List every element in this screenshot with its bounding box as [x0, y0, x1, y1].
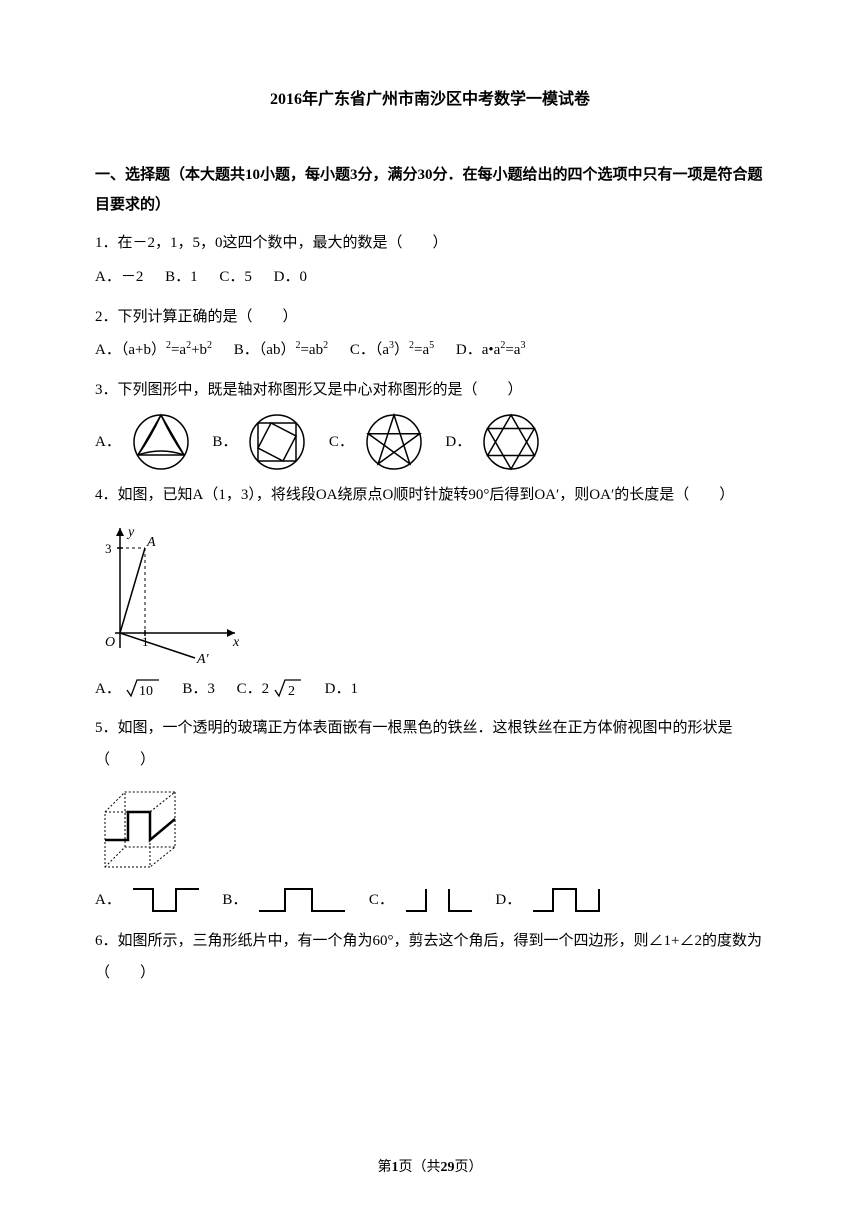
- q4-opt-d: D．1: [325, 674, 358, 706]
- q3-opt-a: A．: [95, 412, 191, 472]
- q2-opt-c: C．（a3）2=a5: [350, 335, 434, 367]
- q5-figure: [95, 782, 765, 877]
- question-5: 5．如图，一个透明的玻璃正方体表面嵌有一根黑色的铁丝．这根铁丝在正方体俯视图中的…: [95, 713, 765, 918]
- svg-text:A: A: [146, 535, 156, 550]
- svg-text:2: 2: [288, 684, 295, 699]
- svg-text:3: 3: [105, 541, 112, 556]
- circle-star-icon: [364, 412, 424, 472]
- circle-hexagram-icon: [481, 412, 541, 472]
- question-2: 2．下列计算正确的是（ ） A．（a+b）2=a2+b2 B．（ab）2=ab2…: [95, 302, 765, 367]
- wire-shape-a-icon: [131, 883, 201, 918]
- q2-opt-d: D．a•a2=a3: [456, 335, 526, 367]
- q3-opt-c: C．: [329, 412, 424, 472]
- q1-opt-a: A．－2: [95, 262, 143, 294]
- q4-figure: y x O 3 1 A A′: [95, 518, 765, 668]
- circle-triangle-icon: [131, 412, 191, 472]
- q5-options: A． B． C． D．: [95, 883, 765, 918]
- q5-opt-b: B．: [222, 883, 347, 918]
- svg-text:y: y: [126, 525, 135, 540]
- wire-shape-d-icon: [531, 883, 601, 918]
- q2-opt-b: B．（ab）2=ab2: [234, 335, 328, 367]
- svg-text:10: 10: [139, 684, 153, 699]
- circle-square-spiral-icon: [247, 412, 307, 472]
- q5-opt-a: A．: [95, 883, 201, 918]
- cube-wire-icon: [95, 782, 190, 877]
- question-4: 4．如图，已知A（1，3），将线段OA绕原点O顺时针旋转90°后得到OA′，则O…: [95, 480, 765, 705]
- q1-opt-d: D．0: [274, 262, 307, 294]
- q1-opt-c: C．5: [219, 262, 252, 294]
- q4-text: 4．如图，已知A（1，3），将线段OA绕原点O顺时针旋转90°后得到OA′，则O…: [95, 480, 765, 512]
- svg-text:O: O: [105, 635, 115, 650]
- svg-text:1: 1: [142, 634, 149, 649]
- q5-opt-c: C．: [369, 883, 474, 918]
- question-6: 6．如图所示，三角形纸片中，有一个角为60°，剪去这个角后，得到一个四边形，则∠…: [95, 926, 765, 989]
- q4-options: A． 10 B．3 C．2 2 D．1: [95, 674, 765, 706]
- wire-shape-b-icon: [257, 883, 347, 918]
- q1-text: 1．在－2，1，5，0这四个数中，最大的数是（ ）: [95, 228, 765, 260]
- coordinate-rotation-icon: y x O 3 1 A A′: [95, 518, 245, 668]
- q1-options: A．－2 B．1 C．5 D．0: [95, 262, 765, 294]
- exam-title: 2016年广东省广州市南沙区中考数学一模试卷: [95, 85, 765, 115]
- q4-opt-a: A． 10: [95, 674, 161, 706]
- wire-shape-c-icon: [404, 883, 474, 918]
- page-footer: 第1页（共29页）: [0, 1156, 860, 1176]
- q6-text: 6．如图所示，三角形纸片中，有一个角为60°，剪去这个角后，得到一个四边形，则∠…: [95, 926, 765, 989]
- q1-opt-b: B．1: [165, 262, 198, 294]
- q4-opt-b: B．3: [182, 674, 215, 706]
- q3-opt-b: B．: [212, 412, 307, 472]
- sqrt-icon: 2: [273, 678, 303, 700]
- q3-text: 3．下列图形中，既是轴对称图形又是中心对称图形的是（ ）: [95, 375, 765, 407]
- q2-opt-a: A．（a+b）2=a2+b2: [95, 335, 212, 367]
- sqrt-icon: 10: [125, 678, 161, 700]
- q3-options: A． B． C．: [95, 412, 765, 472]
- q3-opt-d: D．: [445, 412, 541, 472]
- question-3: 3．下列图形中，既是轴对称图形又是中心对称图形的是（ ） A． B．: [95, 375, 765, 473]
- svg-text:A′: A′: [196, 652, 210, 667]
- q5-text: 5．如图，一个透明的玻璃正方体表面嵌有一根黑色的铁丝．这根铁丝在正方体俯视图中的…: [95, 713, 765, 776]
- q2-options: A．（a+b）2=a2+b2 B．（ab）2=ab2 C．（a3）2=a5 D．…: [95, 335, 765, 367]
- q5-opt-d: D．: [495, 883, 601, 918]
- q2-text: 2．下列计算正确的是（ ）: [95, 302, 765, 334]
- svg-text:x: x: [232, 635, 240, 650]
- q4-opt-c: C．2 2: [237, 674, 303, 706]
- question-1: 1．在－2，1，5，0这四个数中，最大的数是（ ） A．－2 B．1 C．5 D…: [95, 228, 765, 293]
- section-header: 一、选择题（本大题共10小题，每小题3分，满分30分．在每小题给出的四个选项中只…: [95, 160, 765, 220]
